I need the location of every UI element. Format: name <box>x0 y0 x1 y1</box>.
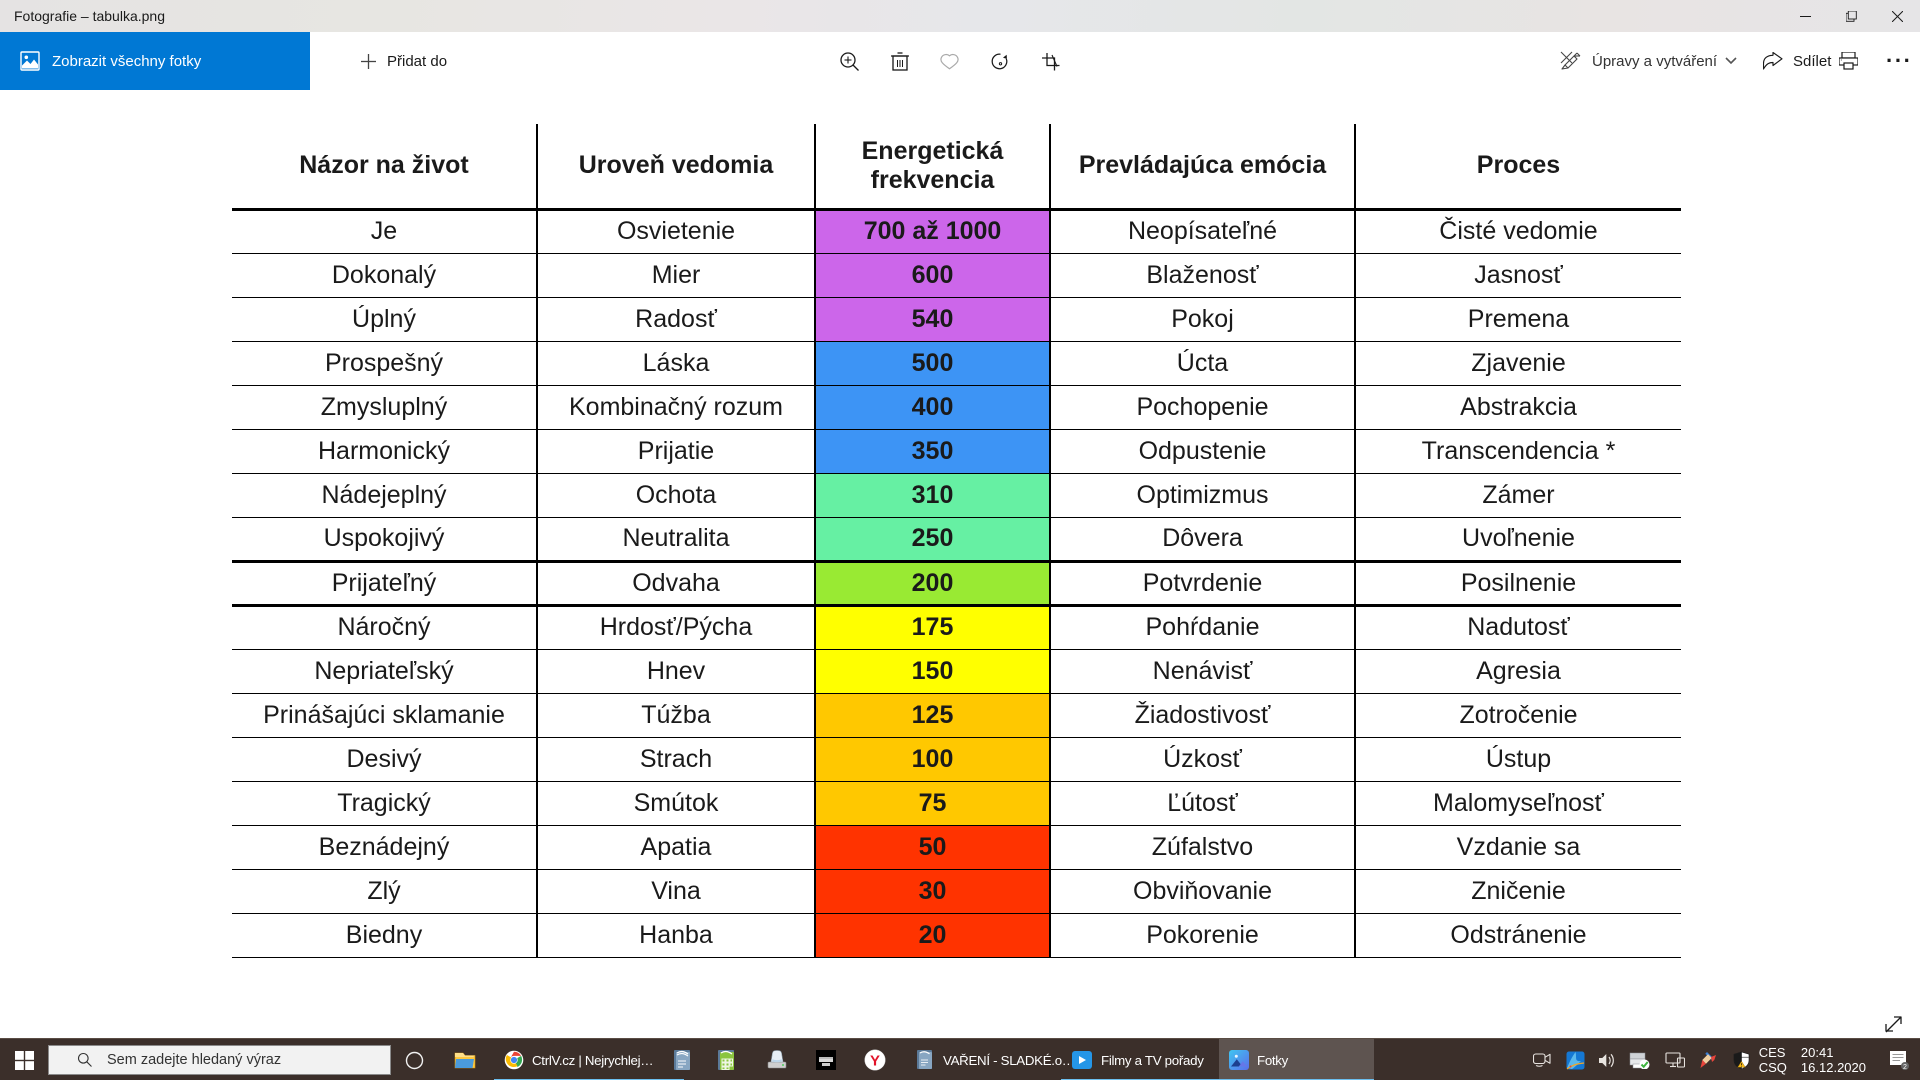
svg-text:2: 2 <box>1903 1064 1907 1070</box>
svg-text:Y: Y <box>870 1053 880 1070</box>
